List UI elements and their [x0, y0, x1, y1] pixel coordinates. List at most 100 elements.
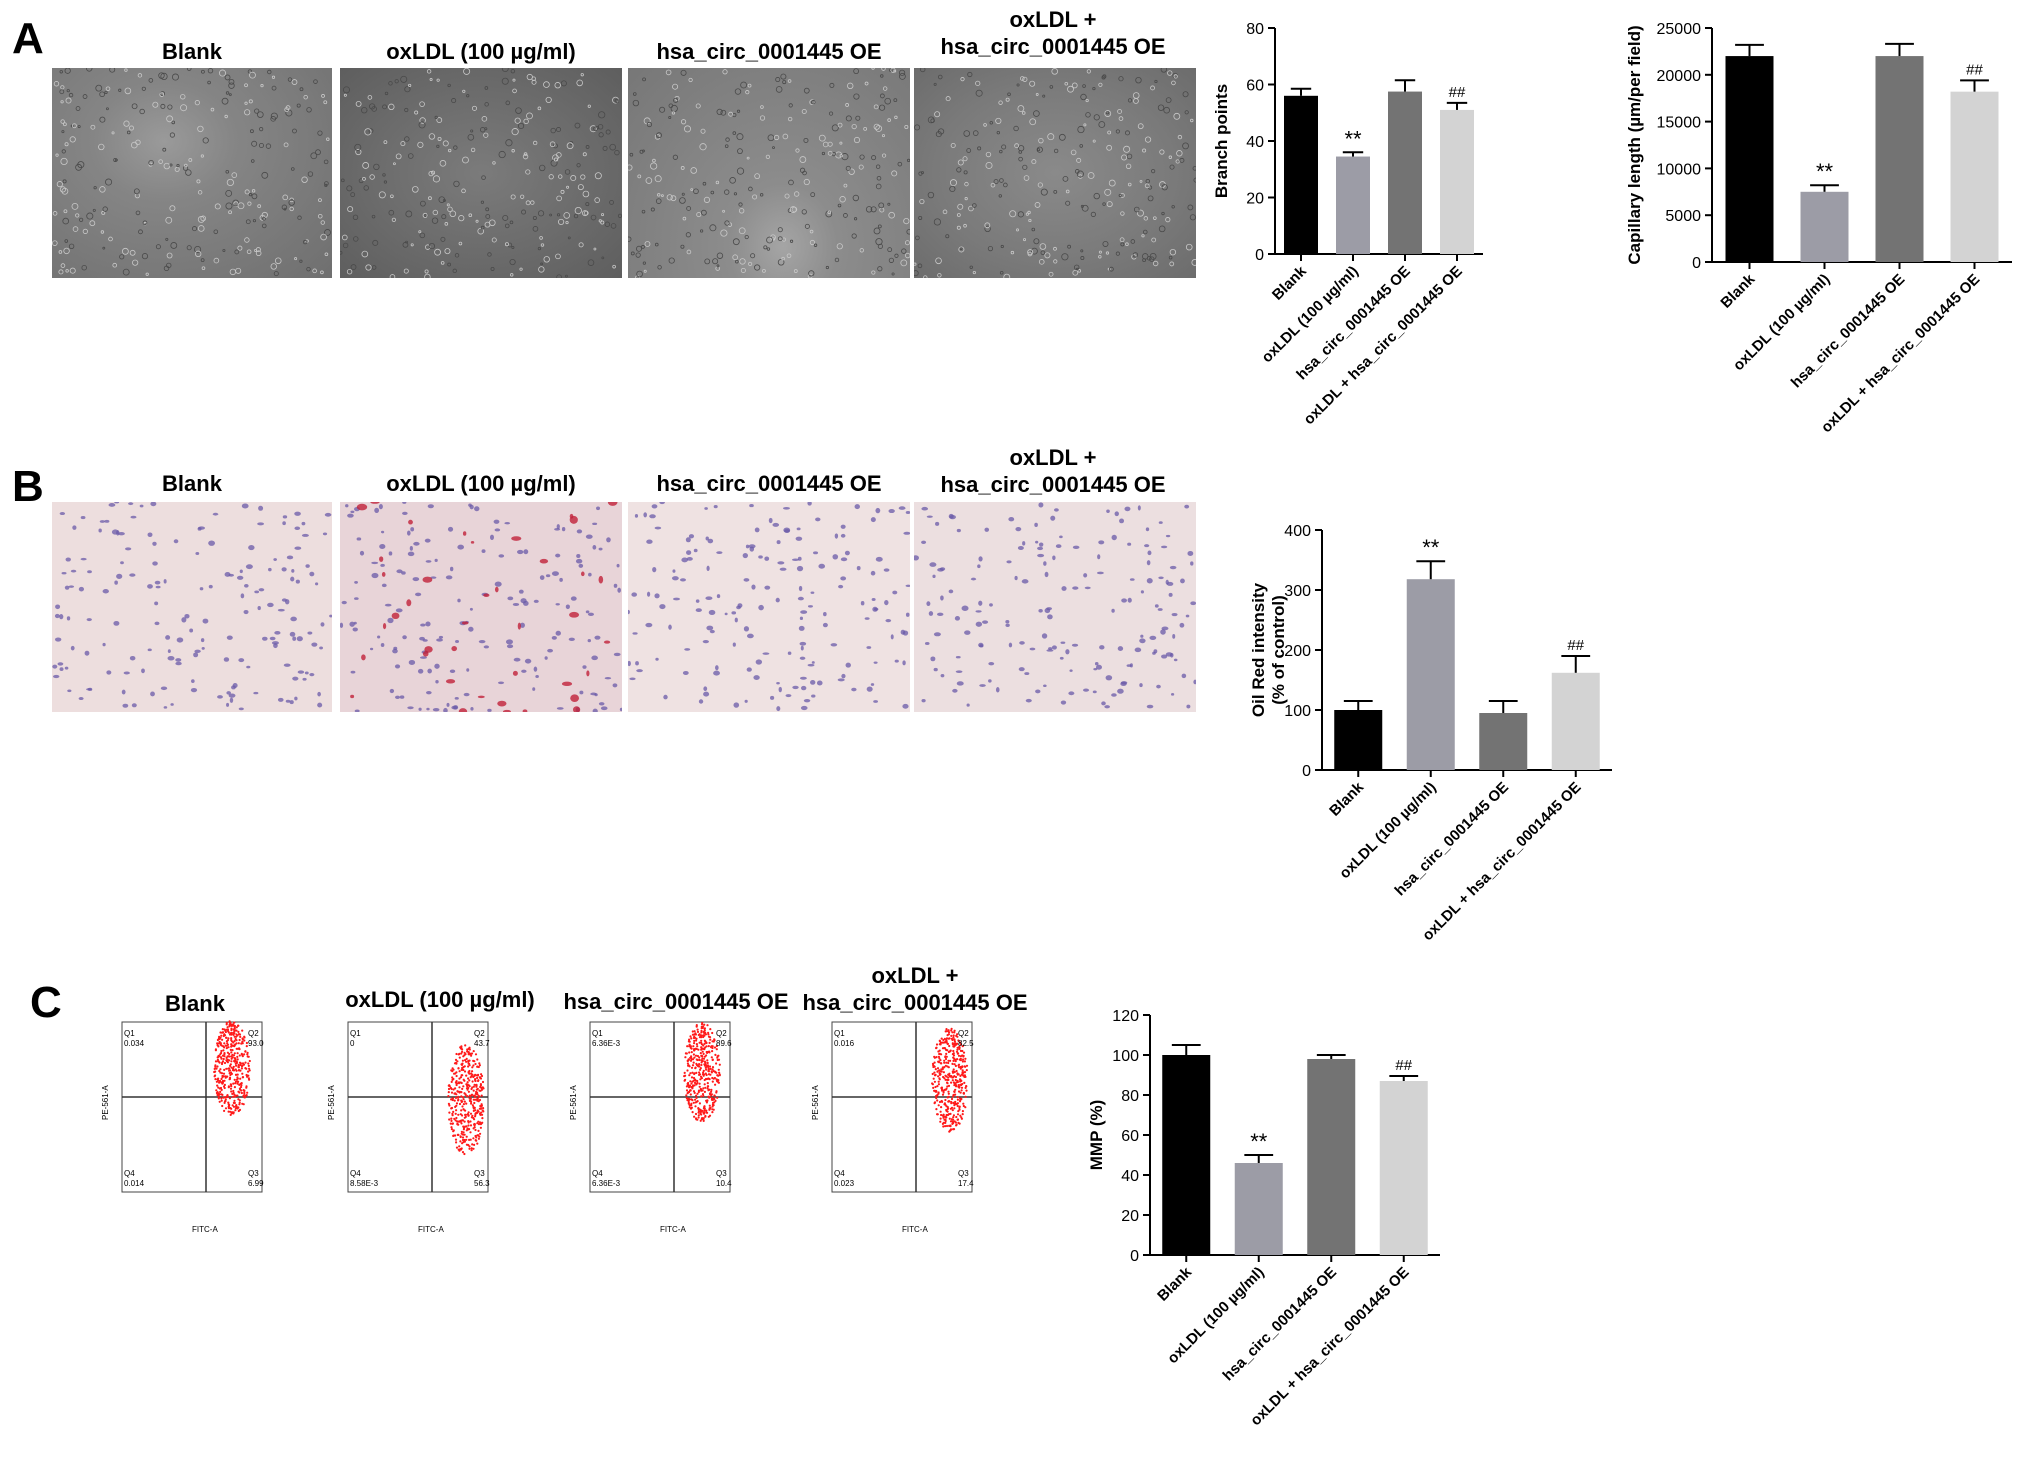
flow-event-dot	[218, 1069, 221, 1073]
flow-event-dot	[961, 1110, 965, 1113]
flow-event-dot	[695, 1094, 698, 1097]
flow-event-dot	[232, 1112, 235, 1115]
flow-event-dot	[963, 1081, 966, 1084]
flow-event-dot	[231, 1056, 234, 1059]
flow-event-dot	[947, 1059, 950, 1062]
flow-event-dot	[460, 1109, 463, 1112]
flow-event-dot	[947, 1066, 950, 1069]
flow-q3-value: 6.99	[248, 1179, 264, 1188]
flow-event-dot	[705, 1068, 708, 1071]
flow-event-dot	[224, 1029, 227, 1033]
x-category-label: oxLDL (100 µg/ml)	[1258, 263, 1361, 366]
flow-q3-label: Q3	[958, 1169, 969, 1178]
flow-event-dot	[448, 1118, 451, 1121]
panel-c-title-oxldl: oxLDL (100 µg/ml)	[345, 987, 535, 1012]
flow-event-dot	[951, 1076, 954, 1079]
flow-event-dot	[717, 1081, 720, 1084]
significance-mark: **	[1422, 535, 1440, 560]
flow-event-dot	[952, 1036, 955, 1039]
flow-event-dot	[230, 1051, 233, 1054]
flow-event-dot	[233, 1052, 236, 1055]
flow-event-dot	[947, 1090, 950, 1093]
flow-event-dot	[221, 1060, 225, 1063]
flow-event-dot	[957, 1052, 960, 1055]
flow-event-dot	[689, 1072, 692, 1075]
flow-event-dot	[225, 1095, 228, 1098]
flow-event-dot	[450, 1107, 453, 1110]
flow-event-dot	[218, 1100, 221, 1103]
flow-event-dot	[470, 1054, 473, 1057]
flow-event-dot	[469, 1076, 472, 1079]
flow-event-dot	[962, 1091, 965, 1095]
flow-event-dot	[225, 1059, 228, 1062]
flow-event-dot	[702, 1074, 705, 1077]
flow-event-dot	[954, 1088, 957, 1091]
flow-event-dot	[481, 1113, 484, 1116]
flow-event-dot	[238, 1061, 242, 1064]
flow-event-dot	[464, 1059, 467, 1062]
flow-event-dot	[469, 1131, 472, 1134]
oil-red-image-blank	[52, 501, 333, 712]
flow-event-dot	[944, 1078, 947, 1081]
flow-event-dot	[692, 1101, 695, 1104]
y-tick-label: 400	[1284, 523, 1311, 540]
flow-event-dot	[957, 1121, 960, 1124]
flow-event-dot	[224, 1098, 227, 1101]
flow-event-dot	[461, 1096, 465, 1099]
flow-event-dot	[461, 1067, 464, 1070]
flow-event-dot	[695, 1025, 698, 1028]
flow-event-dot	[241, 1072, 244, 1075]
flow-event-dot	[950, 1081, 953, 1084]
flow-event-dot	[945, 1030, 948, 1033]
flow-event-dot	[454, 1072, 457, 1075]
flow-event-dot	[951, 1079, 954, 1082]
flow-event-dot	[461, 1105, 464, 1108]
flow-event-dot	[939, 1062, 943, 1065]
flow-event-dot	[938, 1073, 942, 1076]
flow-event-dot	[703, 1109, 707, 1112]
flow-event-dot	[944, 1057, 948, 1061]
flow-event-dot	[944, 1064, 948, 1067]
bar	[1875, 56, 1924, 262]
flow-event-dot	[689, 1107, 693, 1110]
flow-event-dot	[959, 1067, 962, 1070]
flow-event-dot	[944, 1125, 947, 1128]
flow-event-dot	[467, 1111, 470, 1114]
flow-event-dot	[477, 1123, 481, 1126]
flow-event-dot	[964, 1086, 967, 1089]
flow-event-dot	[221, 1038, 224, 1041]
flow-event-dot	[703, 1042, 706, 1045]
flow-event-dot	[711, 1080, 714, 1083]
flow-event-dot	[688, 1051, 691, 1054]
flow-event-dot	[945, 1040, 948, 1043]
flow-event-dot	[462, 1141, 465, 1144]
flow-event-dot	[225, 1047, 228, 1050]
flow-event-dot	[939, 1120, 942, 1123]
flow-q1-label: Q1	[592, 1029, 603, 1038]
flow-event-dot	[717, 1068, 720, 1071]
flow-event-dot	[461, 1050, 464, 1053]
flow-q4-value: 6.36E-3	[592, 1179, 621, 1188]
flow-event-dot	[945, 1048, 948, 1052]
flow-event-dot	[467, 1143, 470, 1147]
flow-event-dot	[470, 1052, 474, 1055]
flow-event-dot	[934, 1085, 937, 1089]
bar	[1162, 1055, 1211, 1255]
flow-event-dot	[217, 1060, 220, 1063]
flow-event-dot	[701, 1050, 704, 1053]
flow-event-dot	[698, 1063, 701, 1066]
flow-event-dot	[690, 1037, 693, 1040]
flow-event-dot	[934, 1068, 937, 1071]
flow-event-dot	[230, 1044, 233, 1047]
flow-event-dot	[701, 1055, 704, 1058]
flow-event-dot	[241, 1064, 244, 1067]
y-tick-label: 5000	[1665, 208, 1701, 225]
tube-formation-image-oxldl	[338, 65, 623, 281]
flow-event-dot	[695, 1071, 698, 1074]
flow-event-dot	[235, 1035, 238, 1038]
flow-event-dot	[951, 1053, 955, 1056]
flow-event-dot	[458, 1145, 461, 1148]
flow-event-dot	[469, 1120, 472, 1123]
flow-event-dot	[717, 1054, 720, 1057]
flow-event-dot	[701, 1059, 704, 1062]
